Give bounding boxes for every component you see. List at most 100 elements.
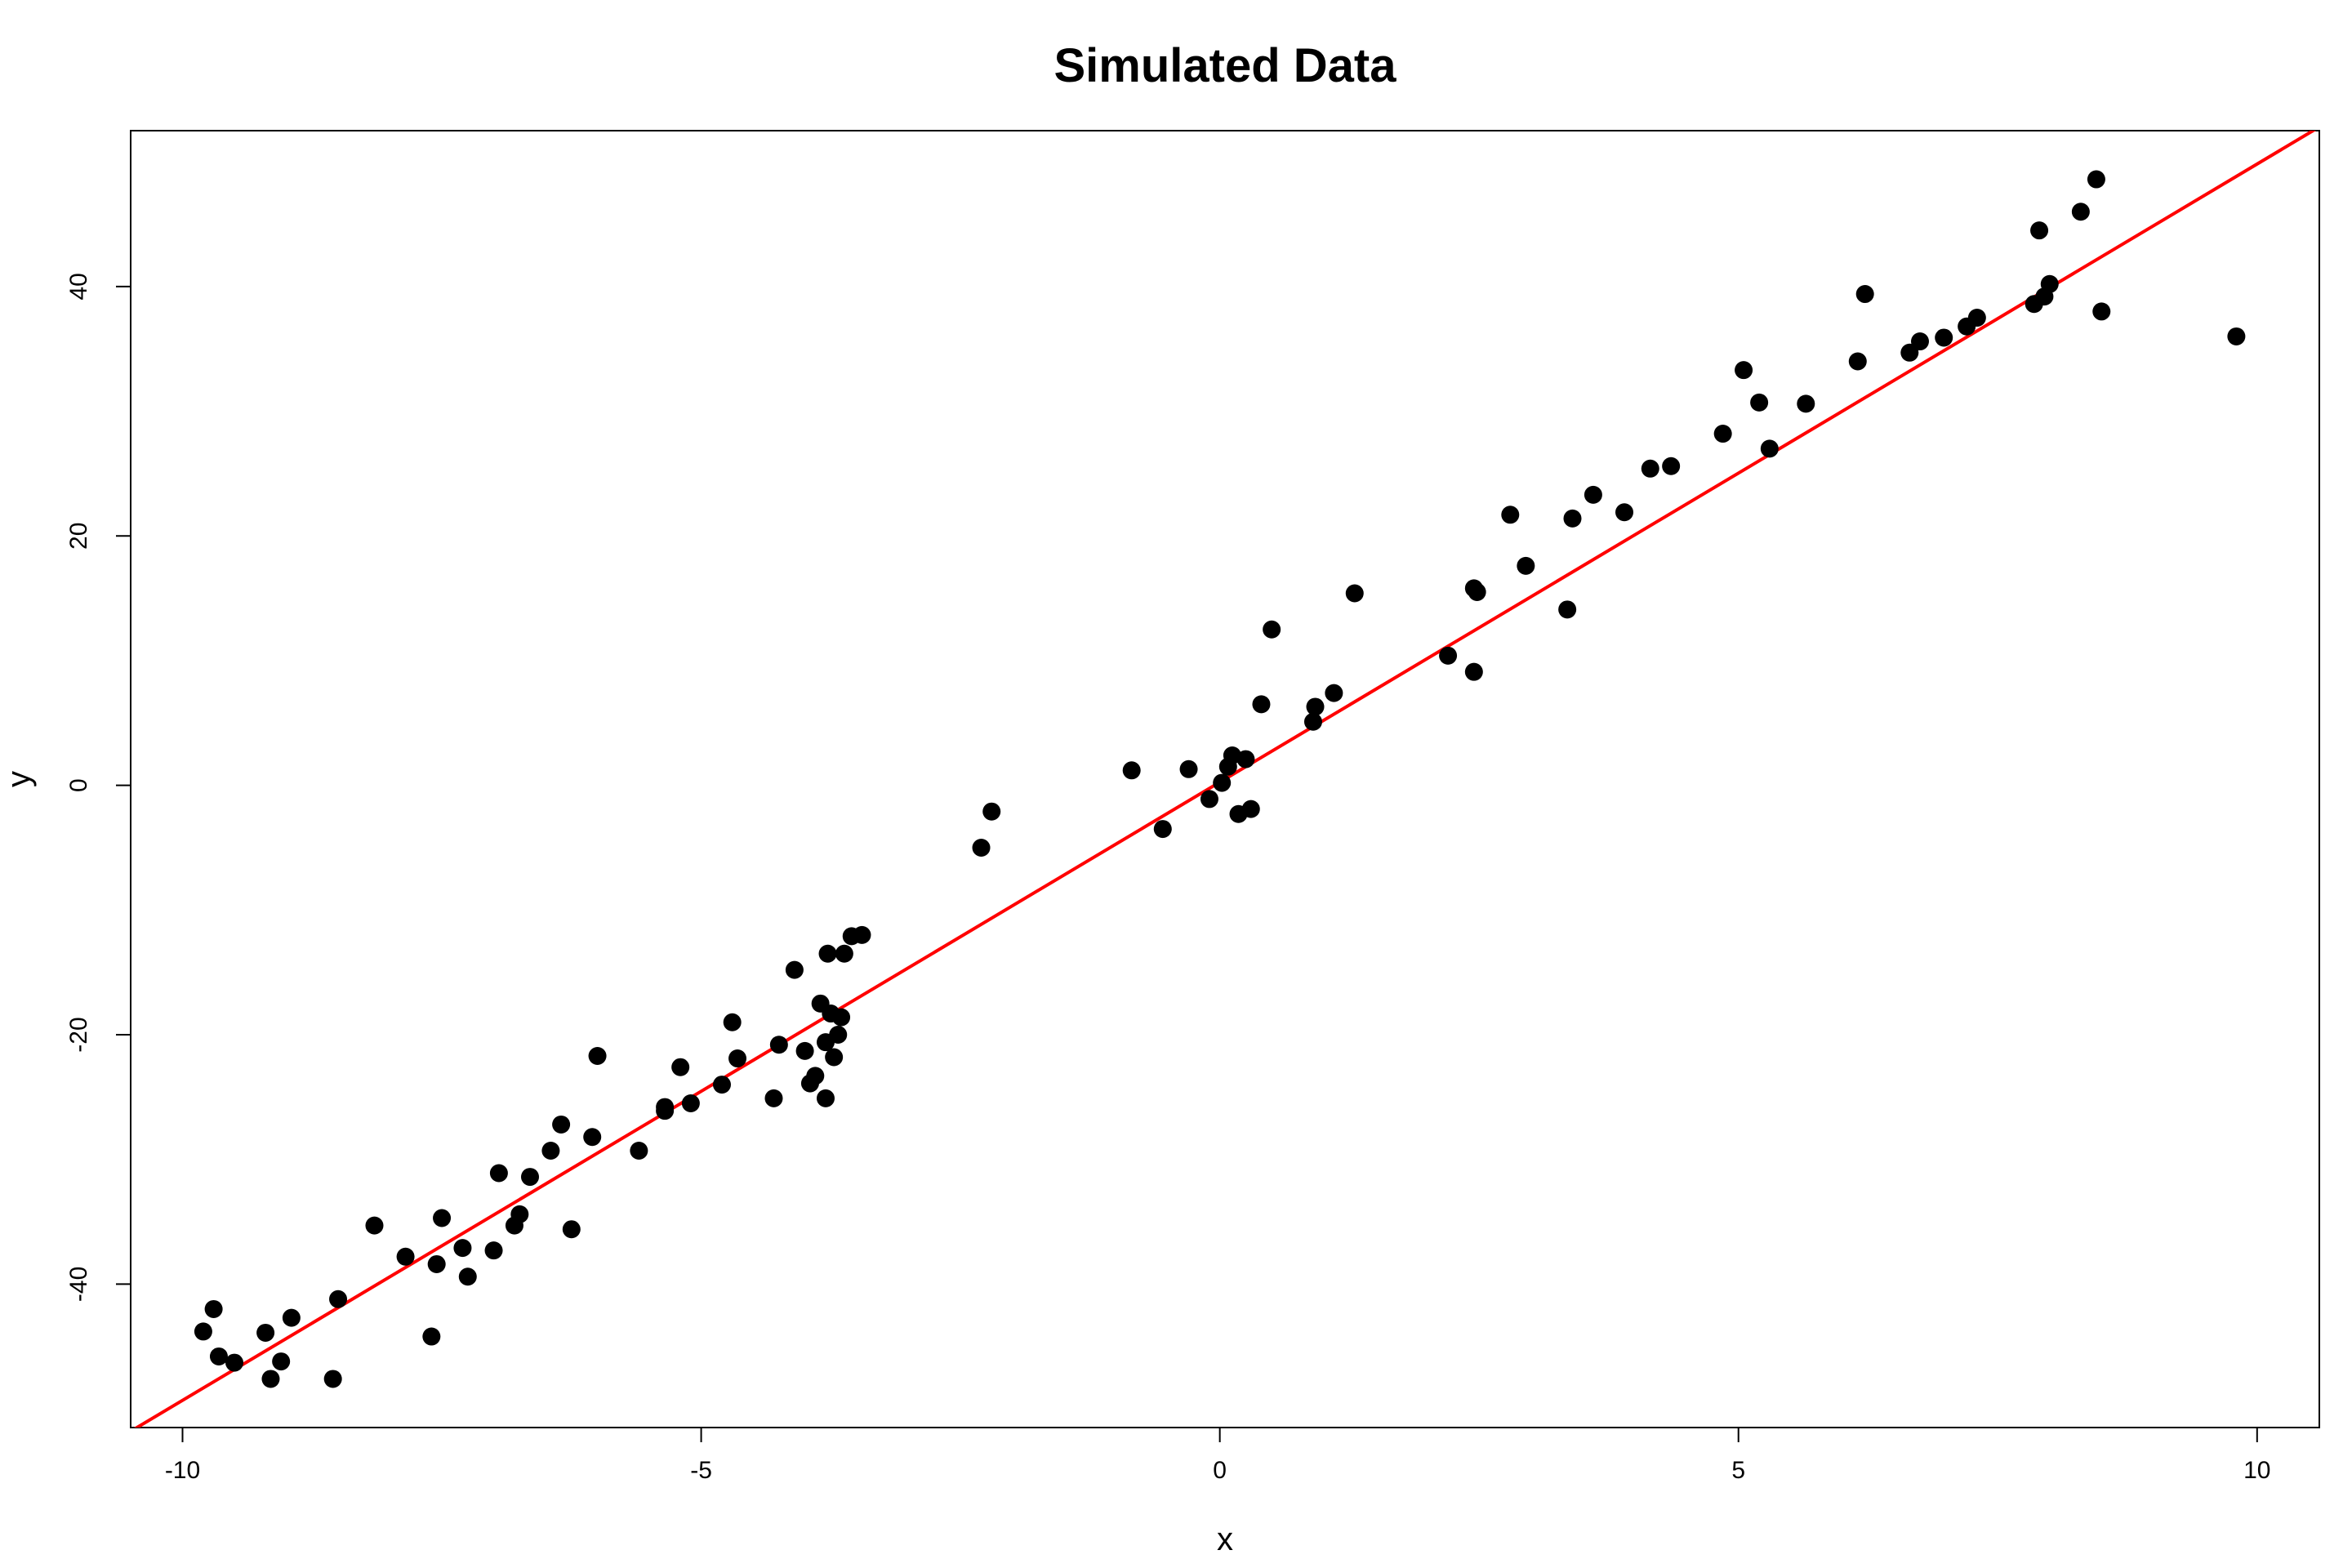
- data-point: [1967, 309, 1986, 327]
- data-point: [1855, 285, 1874, 304]
- data-point: [1179, 760, 1198, 778]
- data-point: [282, 1308, 301, 1327]
- data-point: [806, 1067, 825, 1085]
- y-axis: -40 -20 0 20 40: [65, 273, 131, 1302]
- data-point: [630, 1142, 648, 1160]
- x-tick-label: -5: [690, 1457, 712, 1484]
- data-point: [1252, 695, 1271, 714]
- data-point: [712, 1076, 731, 1094]
- data-point: [825, 1048, 844, 1067]
- data-point: [1213, 773, 1232, 792]
- data-point: [329, 1290, 348, 1308]
- data-point: [1200, 790, 1218, 808]
- data-point: [1750, 393, 1769, 412]
- data-point: [562, 1220, 581, 1239]
- data-point: [256, 1323, 275, 1342]
- data-point: [2227, 327, 2246, 345]
- data-point: [521, 1168, 540, 1187]
- data-point: [1122, 761, 1141, 780]
- data-point: [1662, 457, 1681, 475]
- data-point: [1464, 662, 1483, 681]
- data-point: [433, 1209, 452, 1227]
- data-point: [1848, 352, 1867, 371]
- x-tick-label: 0: [1213, 1457, 1227, 1484]
- data-point: [1713, 425, 1732, 443]
- data-point: [541, 1142, 560, 1160]
- x-axis-label: x: [1217, 1521, 1233, 1557]
- x-tick-label: 10: [2243, 1457, 2270, 1484]
- data-point: [769, 1036, 788, 1054]
- data-point: [1797, 394, 1815, 413]
- data-point: [489, 1164, 508, 1183]
- data-point: [261, 1370, 280, 1388]
- data-point: [1735, 361, 1753, 380]
- data-point: [2087, 170, 2105, 189]
- data-point: [225, 1353, 244, 1372]
- data-point: [835, 944, 853, 963]
- data-point: [2092, 302, 2111, 321]
- data-point: [764, 1089, 783, 1107]
- data-point: [681, 1094, 700, 1112]
- data-point: [853, 925, 871, 944]
- data-point: [422, 1327, 441, 1346]
- data-point: [1306, 697, 1325, 716]
- y-axis-label: y: [1, 771, 37, 787]
- data-point: [396, 1247, 415, 1266]
- data-point: [1641, 459, 1659, 478]
- y-tick-label: -40: [65, 1267, 92, 1302]
- data-point: [816, 1089, 835, 1107]
- data-point: [272, 1352, 291, 1371]
- data-point: [1153, 820, 1172, 839]
- data-point: [588, 1046, 607, 1065]
- data-point: [323, 1370, 342, 1388]
- data-point: [818, 944, 837, 963]
- data-point: [2040, 274, 2059, 293]
- data-point: [1325, 684, 1343, 702]
- y-tick-label: 40: [65, 273, 92, 300]
- data-point: [453, 1239, 472, 1258]
- data-point: [1501, 506, 1520, 524]
- points-layer: [194, 170, 2246, 1388]
- data-point: [427, 1254, 446, 1273]
- data-point: [972, 838, 991, 857]
- data-point: [1345, 584, 1364, 603]
- data-point: [1439, 646, 1458, 665]
- data-point: [785, 960, 804, 979]
- data-point: [209, 1347, 228, 1365]
- data-point: [656, 1102, 675, 1120]
- data-point: [1303, 712, 1322, 731]
- data-point: [365, 1216, 384, 1235]
- data-point: [1558, 600, 1577, 619]
- data-point: [552, 1115, 571, 1134]
- data-point: [728, 1049, 747, 1068]
- x-tick-label: -10: [165, 1457, 200, 1484]
- data-point: [204, 1299, 223, 1318]
- data-point: [484, 1241, 503, 1260]
- data-point: [1910, 332, 1929, 351]
- data-point: [829, 1026, 848, 1045]
- data-point: [194, 1322, 212, 1341]
- data-point: [1223, 746, 1241, 764]
- data-point: [671, 1058, 690, 1076]
- data-point: [1563, 509, 1582, 528]
- data-point: [458, 1267, 477, 1286]
- data-point: [2071, 203, 2090, 221]
- data-point: [1935, 328, 1953, 347]
- data-point: [832, 1008, 851, 1027]
- data-point: [1615, 503, 1634, 522]
- data-point: [2030, 221, 2049, 240]
- y-tick-label: 20: [65, 523, 92, 550]
- y-tick-label: -20: [65, 1017, 92, 1052]
- data-point: [982, 802, 1001, 821]
- data-point: [1241, 800, 1260, 818]
- x-tick-label: 5: [1731, 1457, 1745, 1484]
- y-tick-label: 0: [65, 778, 92, 792]
- data-point: [1517, 556, 1535, 575]
- chart-title: Simulated Data: [1054, 39, 1397, 92]
- data-point: [723, 1013, 742, 1031]
- data-point: [583, 1128, 602, 1147]
- data-point: [1236, 750, 1255, 768]
- data-point: [510, 1205, 529, 1223]
